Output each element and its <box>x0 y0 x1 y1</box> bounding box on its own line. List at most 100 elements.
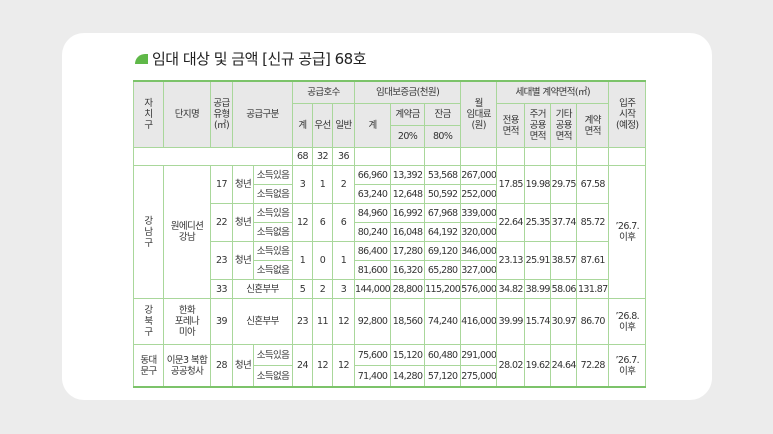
category: 청년 <box>232 344 254 388</box>
cell: 92,800 <box>353 298 392 345</box>
header-deposit-balance: 잔금 <box>424 103 462 126</box>
cell: 17.85 <box>496 165 526 204</box>
rental-table: 자 치 구 단지명 공급 유형 (㎡) 공급구분 공급호수 임대보증금(천원) … <box>133 80 647 388</box>
cell: 131.87 <box>576 279 610 299</box>
category: 청년 <box>232 203 254 242</box>
district: 동대 문구 <box>133 344 164 388</box>
cell: 15,120 <box>390 344 426 366</box>
cell: 22.64 <box>496 203 526 242</box>
category: 청년 <box>232 241 254 280</box>
header-deposit: 임대보증금(천원) <box>353 80 462 104</box>
header-deposit-down: 계약금 <box>390 103 426 126</box>
move-in: ’26.7. 이후 <box>608 165 647 299</box>
cell: 57,120 <box>424 365 462 388</box>
header-type: 공급 유형 (㎡) <box>210 80 233 148</box>
header-category: 공급구분 <box>232 80 293 148</box>
cell: 252,000 <box>460 184 498 204</box>
cell: 64,192 <box>424 222 462 242</box>
cell: 67.58 <box>576 165 610 204</box>
cell: 19.62 <box>524 344 552 388</box>
cell: 29.75 <box>550 165 578 204</box>
income: 소득없음 <box>253 365 293 388</box>
totals-row: 68 32 36 <box>133 147 647 166</box>
cell: 28,800 <box>390 279 426 299</box>
cell: 320,000 <box>460 222 498 242</box>
move-in: ’26.7. 이후 <box>608 344 647 388</box>
category: 신혼부부 <box>232 279 293 299</box>
cell: 19.98 <box>524 165 552 204</box>
cell: 80,240 <box>353 222 392 242</box>
cell: 12 <box>292 203 313 242</box>
header-area-exclusive: 전용 면적 <box>496 103 526 148</box>
complex: 원에디션 강남 <box>163 165 211 299</box>
total-priority: 32 <box>312 147 333 166</box>
header-move-in: 입주 시작 (예정) <box>608 80 647 148</box>
cell: 50,592 <box>424 184 462 204</box>
table-row: 22 청년 소득있음 12 6 6 84,960 16,992 67,968 3… <box>134 203 646 242</box>
header-supply-total: 계 <box>292 103 313 148</box>
table-row: 33 신혼부부 5 2 3 144,000 28,800 115,200 576… <box>134 279 646 299</box>
type: 33 <box>210 279 233 299</box>
cell: 12 <box>312 344 333 388</box>
cell: 275,000 <box>460 365 498 388</box>
table-row: 강 북 구 한화 포레나 미아 39 신혼부부 23 11 12 92,800 … <box>133 298 647 345</box>
table-row: 강 남 구 원에디션 강남 17 청년 소득있음 3 1 2 66,960 13… <box>133 165 647 299</box>
cell: 11 <box>312 298 333 345</box>
cell: 576,000 <box>460 279 498 299</box>
cell: 13,392 <box>390 165 426 185</box>
cell: 60,480 <box>424 344 462 366</box>
move-in: ’26.8. 이후 <box>608 298 647 345</box>
income: 소득있음 <box>253 165 293 185</box>
category: 신혼부부 <box>232 298 293 345</box>
cell: 71,400 <box>353 365 392 388</box>
income: 소득없음 <box>253 260 293 280</box>
cell: 0 <box>312 241 333 280</box>
cell: 24 <box>292 344 313 388</box>
cell: 85.72 <box>576 203 610 242</box>
cell: 1 <box>292 241 313 280</box>
cell: 67,968 <box>424 203 462 223</box>
cell: 38.99 <box>524 279 552 299</box>
cell: 12 <box>332 298 355 345</box>
header-supply: 공급호수 <box>292 80 355 104</box>
district: 강 북 구 <box>133 298 164 345</box>
header-balance-pct: 80% <box>424 125 462 148</box>
income: 소득있음 <box>253 344 293 366</box>
cell: 72.28 <box>576 344 610 388</box>
header-district: 자 치 구 <box>133 80 164 148</box>
section-title: 임대 대상 및 금액 [신규 공급] 68호 <box>135 48 367 69</box>
cell: 5 <box>292 279 313 299</box>
table-row: 소득없음 71,400 14,280 57,120 275,000 <box>134 365 646 388</box>
header-down-pct: 20% <box>390 125 426 148</box>
header-area-residential: 주거 공용 면적 <box>524 103 552 148</box>
cell: 53,568 <box>424 165 462 185</box>
complex: 한화 포레나 미아 <box>163 298 211 345</box>
cell: 346,000 <box>460 241 498 261</box>
cell: 23 <box>292 298 313 345</box>
cell: 58.06 <box>550 279 578 299</box>
type: 17 <box>210 165 233 204</box>
district: 강 남 구 <box>133 165 164 299</box>
cell: 24.64 <box>550 344 578 388</box>
cell: 144,000 <box>353 279 392 299</box>
title-text: 임대 대상 및 금액 [신규 공급] 68호 <box>152 50 367 68</box>
cell: 74,240 <box>424 298 462 345</box>
cell: 2 <box>332 165 355 204</box>
cell: 16,992 <box>390 203 426 223</box>
cell: 65,280 <box>424 260 462 280</box>
cell: 30.97 <box>550 298 578 345</box>
header-deposit-total: 계 <box>353 103 392 148</box>
type: 23 <box>210 241 233 280</box>
leaf-icon <box>135 53 148 64</box>
cell: 16,048 <box>390 222 426 242</box>
cell: 34.82 <box>496 279 526 299</box>
cell: 18,560 <box>390 298 426 345</box>
cell: 115,200 <box>424 279 462 299</box>
cell: 86.70 <box>576 298 610 345</box>
header-area-other: 기타 공용 면적 <box>550 103 578 148</box>
cell: 28.02 <box>496 344 526 388</box>
table-row: 23 청년 소득있음 1 0 1 86,400 17,280 69,120 34… <box>134 241 646 280</box>
cell: 37.74 <box>550 203 578 242</box>
cell: 15.74 <box>524 298 552 345</box>
cell: 416,000 <box>460 298 498 345</box>
